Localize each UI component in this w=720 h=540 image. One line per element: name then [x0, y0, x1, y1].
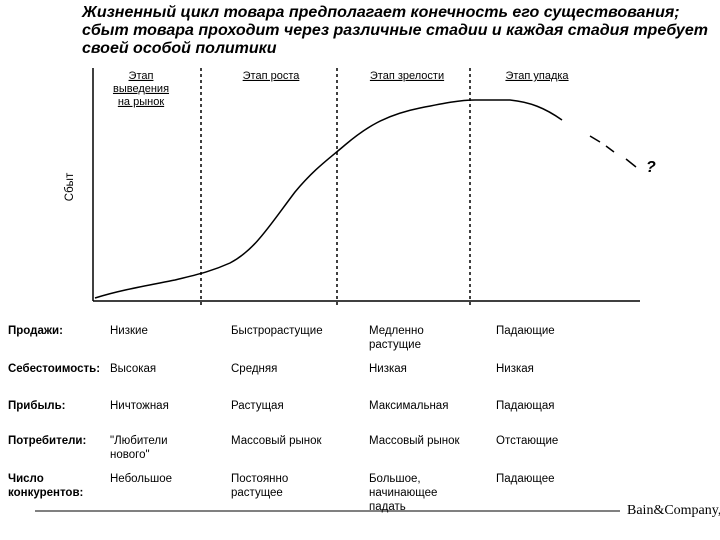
sales-curve-projection — [589, 135, 637, 168]
stage-label: выведения — [113, 83, 169, 95]
sales-curve — [94, 99, 563, 299]
table-cell: Высокая — [110, 363, 156, 375]
table-cell: Массовый рынок — [369, 435, 461, 447]
table-cell: Ничтожная — [110, 400, 169, 412]
y-axis-label: Сбыт — [64, 172, 76, 201]
row-label: конкурентов: — [8, 487, 83, 499]
row-label: Потребители: — [8, 435, 86, 447]
table-cell: растущее — [231, 487, 283, 499]
table-cell: Постоянно — [231, 473, 288, 485]
table-cell: Быстрорастущие — [231, 325, 323, 337]
table-cell: начинающее — [369, 487, 437, 499]
table-cell: Падающие — [496, 325, 555, 337]
title-line: сбыт товара проходит через различные ста… — [82, 22, 708, 39]
stage-label: Этап роста — [243, 70, 301, 82]
table-cell: Низкие — [110, 325, 148, 337]
stage-label: Этап зрелости — [370, 70, 444, 82]
question-mark: ? — [646, 159, 656, 176]
table-cell: Максимальная — [369, 400, 448, 412]
title-line: своей особой политики — [82, 40, 277, 57]
row-label: Прибыль: — [8, 400, 66, 412]
table-cell: Массовый рынок — [231, 435, 323, 447]
table-cell: падать — [369, 501, 406, 513]
row-label: Продажи: — [8, 325, 63, 337]
stage-label: Этап — [129, 70, 154, 82]
table-cell: Медленно — [369, 325, 424, 337]
company-logo: Bain&Company,In — [627, 503, 720, 518]
table-cell: Небольшое — [110, 473, 172, 485]
table-cell: Падающая — [496, 400, 554, 412]
table-cell: Большое, — [369, 473, 421, 485]
title-line: Жизненный цикл товара предполагает конеч… — [81, 4, 680, 21]
table-cell: нового" — [110, 449, 150, 461]
table-cell: Средняя — [231, 363, 277, 375]
table-cell: Низкая — [369, 363, 407, 375]
stage-label: на рынок — [118, 96, 164, 108]
table-cell: Падающее — [496, 473, 555, 485]
table-cell: "Любители — [110, 435, 168, 447]
table-cell: Низкая — [496, 363, 534, 375]
row-label: Себестоимость: — [8, 363, 100, 375]
table-cell: растущие — [369, 339, 421, 351]
table-cell: Отстающие — [496, 435, 558, 447]
stage-label: Этап упадка — [505, 70, 569, 82]
row-label: Число — [8, 473, 44, 485]
table-cell: Растущая — [231, 400, 284, 412]
